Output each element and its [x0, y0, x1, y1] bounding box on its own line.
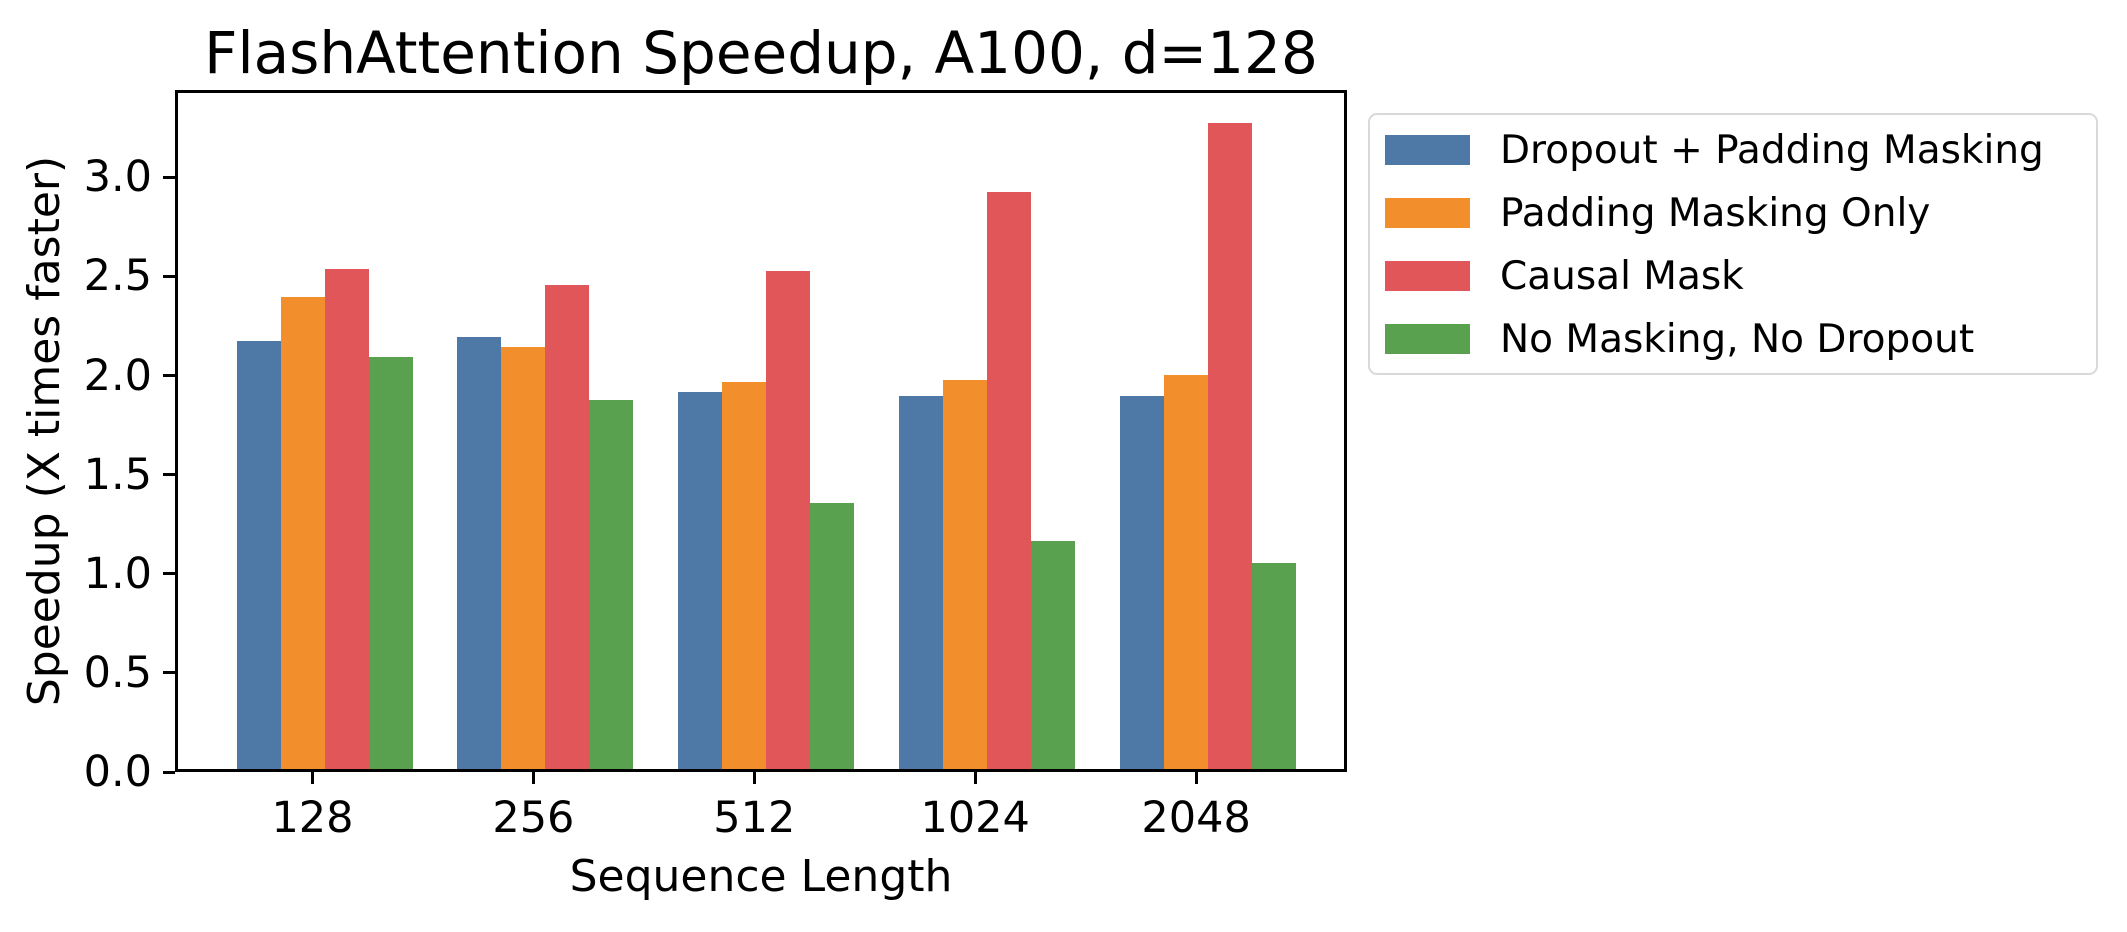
- y-tick-label-0.5: 0.5: [83, 647, 152, 698]
- bar-causal-mask-128: [324, 269, 369, 769]
- y-tick-label-2.5: 2.5: [83, 251, 152, 302]
- x-tick-mark: [1194, 772, 1198, 784]
- y-tick-label-0.0: 0.0: [83, 747, 152, 797]
- bar-dropout-padding-masking-128: [236, 340, 281, 769]
- x-tick-mark: [311, 772, 314, 784]
- bar-no-masking-no-dropout-256: [589, 400, 634, 769]
- legend-swatch-icon: [1385, 324, 1470, 354]
- bar-padding-masking-only-2048: [1164, 374, 1209, 769]
- x-tick-label-128: 128: [271, 793, 354, 843]
- legend-item-label: Dropout + Padding Masking: [1500, 127, 2044, 173]
- x-tick-label-512: 512: [713, 793, 796, 843]
- legend-item-causal-mask: Causal Mask: [1385, 256, 1744, 296]
- legend-swatch-icon: [1385, 135, 1470, 165]
- bar-padding-masking-only-1024: [943, 380, 988, 769]
- x-tick-mark: [752, 772, 756, 784]
- y-tick-mark: [163, 671, 175, 675]
- x-axis-label: Sequence Length: [569, 851, 953, 902]
- x-tick-label-1024: 1024: [920, 793, 1030, 843]
- bar-dropout-padding-masking-1024: [899, 396, 944, 769]
- y-tick-mark: [163, 572, 175, 576]
- y-axis-label: Speedup (X times faster): [19, 155, 70, 707]
- legend-swatch-icon: [1385, 261, 1470, 291]
- legend-item-label: Padding Masking Only: [1500, 190, 1931, 236]
- legend-swatch-icon: [1385, 198, 1470, 228]
- x-tick-label-2048: 2048: [1141, 793, 1251, 843]
- y-tick-mark: [163, 175, 175, 179]
- bar-no-masking-no-dropout-1024: [1031, 541, 1076, 769]
- bar-dropout-padding-masking-2048: [1120, 396, 1165, 769]
- bar-dropout-padding-masking-512: [678, 392, 723, 769]
- bar-no-masking-no-dropout-2048: [1252, 562, 1297, 769]
- bar-causal-mask-256: [545, 285, 590, 769]
- y-tick-mark: [163, 374, 175, 377]
- y-tick-label-1.5: 1.5: [83, 449, 152, 500]
- bar-causal-mask-2048: [1208, 122, 1253, 769]
- x-tick-mark: [531, 772, 535, 784]
- bar-padding-masking-only-512: [722, 382, 767, 769]
- legend: Dropout + Padding Masking Padding Masking…: [1368, 113, 2098, 375]
- bar-causal-mask-512: [766, 271, 811, 769]
- chart-title: FlashAttention Speedup, A100, d=128: [204, 19, 1318, 87]
- y-tick-label-3.0: 3.0: [83, 152, 152, 203]
- legend-item-label: No Masking, No Dropout: [1500, 316, 1975, 362]
- legend-item-label: Causal Mask: [1500, 253, 1744, 299]
- bar-padding-masking-only-128: [280, 297, 325, 769]
- legend-item-no-masking-no-dropout: No Masking, No Dropout: [1385, 319, 1974, 359]
- legend-item-dropout-padding-masking: Dropout + Padding Masking: [1385, 130, 2044, 170]
- bar-no-masking-no-dropout-512: [810, 503, 855, 769]
- x-tick-label-256: 256: [492, 793, 575, 843]
- bar-dropout-padding-masking-256: [457, 336, 502, 769]
- y-tick-mark: [163, 473, 175, 477]
- bar-no-masking-no-dropout-128: [368, 356, 413, 769]
- x-tick-mark: [973, 772, 977, 784]
- plot-area: [175, 90, 1347, 772]
- legend-item-padding-masking-only: Padding Masking Only: [1385, 193, 1930, 233]
- bar-causal-mask-1024: [987, 192, 1032, 769]
- bar-padding-masking-only-256: [501, 346, 546, 769]
- y-tick-mark: [163, 274, 175, 278]
- y-tick-label-2.0: 2.0: [83, 350, 152, 401]
- y-tick-label-1.0: 1.0: [83, 548, 152, 599]
- y-tick-mark: [163, 770, 175, 774]
